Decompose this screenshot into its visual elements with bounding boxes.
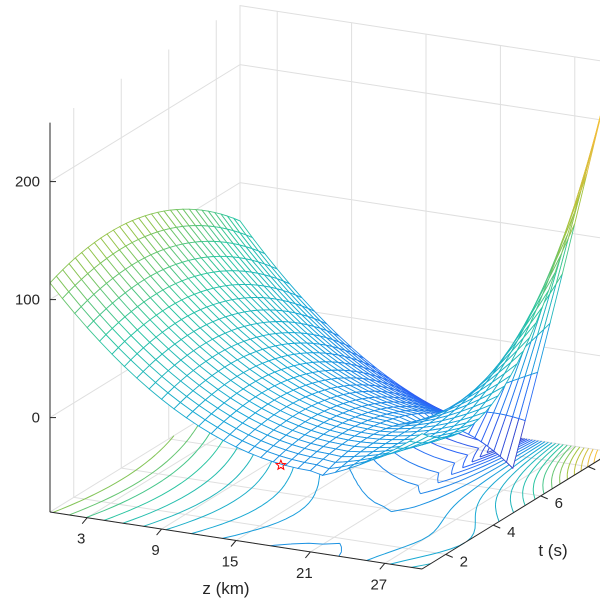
y-tick-label: 6 [555,495,563,512]
contour-line [587,448,594,468]
y-gridline [120,78,494,526]
z-tick-label: 200 [15,174,40,191]
y-tick [588,466,596,471]
x-tick [230,540,237,547]
contour-line [52,435,576,513]
x-tick-label: 3 [77,531,85,548]
y-tick-label: 4 [507,524,515,541]
contour-line [573,447,585,476]
x-tick [305,551,311,559]
y-tick [493,524,501,529]
y-tick [540,495,548,500]
x-tick [379,562,386,570]
surface-cell [408,433,430,443]
x-tick-label: 9 [151,542,159,559]
y-gridline [168,49,541,497]
minimum-star-marker [274,458,287,471]
y-gridline [73,107,446,555]
y-tick [445,553,453,558]
surface-cell [586,115,600,166]
x-tick-label: 27 [370,576,387,593]
tick-labels: 3915212724680100200 [15,174,596,593]
y-tick-label: 2 [460,553,468,570]
z-tick-label: 0 [32,410,40,427]
x-tick-label: 21 [296,565,313,582]
z-gridline [49,64,600,183]
surface-mesh [49,115,600,477]
marker-layer [274,458,287,471]
x-tick [81,517,88,525]
contour-line [580,448,590,472]
y-axis-label: t (s) [538,541,567,560]
x-axis-label: z (km) [202,579,249,598]
contour-line [593,449,599,464]
y-axis-line [421,458,600,570]
x-gridline [384,56,576,564]
z-tick-label: 100 [15,292,40,309]
x-tick [156,528,162,536]
x-tick-label: 15 [222,554,239,571]
contour-line [69,418,572,516]
